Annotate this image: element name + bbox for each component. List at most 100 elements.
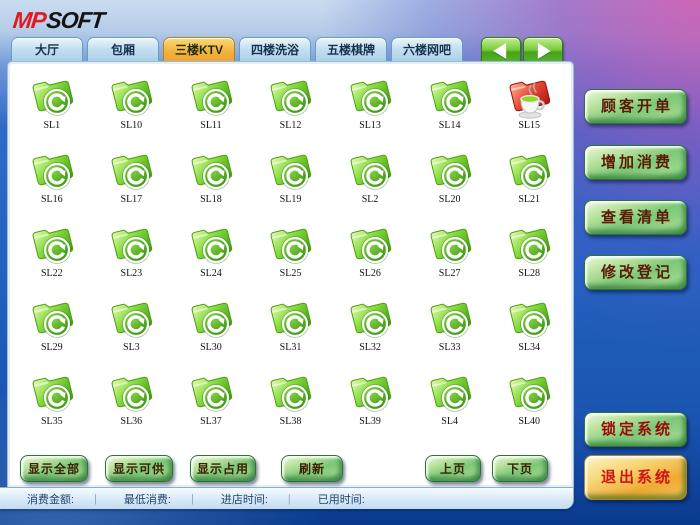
room-label: SL38 [279,416,302,427]
room-SL32[interactable]: SL32 [330,296,410,370]
room-label: SL25 [279,268,302,279]
floor-tab-bar: 大厅 包厢 三楼KTV 四楼洗浴 五楼棋牌 六楼网吧 [11,37,463,63]
prev-page-button[interactable]: 上页 [425,455,481,482]
room-SL24[interactable]: SL24 [171,222,251,296]
room-SL12[interactable]: SL12 [251,74,331,148]
green-refresh-folder-icon [107,222,155,268]
status-separator: | [287,492,291,505]
status-field-4: 已用时间: [317,493,365,506]
room-SL35[interactable]: SL35 [12,370,92,444]
next-page-button[interactable]: 下页 [492,455,548,482]
room-SL28[interactable]: SL28 [489,222,569,296]
green-refresh-folder-icon [346,222,394,268]
room-label: SL12 [279,120,302,131]
room-label: SL18 [200,194,222,205]
room-label: SL36 [120,416,143,427]
room-SL15[interactable]: SL15 [489,74,569,148]
status-separator: | [190,492,194,505]
room-grid: SL1 SL10 SL11 SL12 SL13 SL14 SL15 SL16 SL17 SL18 S… [12,74,569,444]
green-refresh-folder-icon [346,370,394,416]
room-label: SL21 [518,194,541,205]
green-refresh-folder-icon [266,222,314,268]
room-label: SL30 [200,342,222,353]
room-SL33[interactable]: SL33 [410,296,490,370]
refresh-button[interactable]: 刷新 [281,455,343,482]
green-refresh-folder-icon [28,148,76,194]
green-refresh-folder-icon [505,148,553,194]
room-label: SL10 [120,120,143,131]
view-list-button[interactable]: 查看清单 [584,200,687,235]
room-label: SL4 [441,416,458,427]
show-occupied-button[interactable]: 显示占用 [190,455,256,482]
green-refresh-folder-icon [505,370,553,416]
room-SL26[interactable]: SL26 [330,222,410,296]
room-SL22[interactable]: SL22 [12,222,92,296]
lock-system-button[interactable]: 锁定系统 [584,412,687,447]
green-refresh-folder-icon [187,148,235,194]
green-refresh-folder-icon [187,222,235,268]
room-label: SL20 [438,194,461,205]
room-SL19[interactable]: SL19 [251,148,331,222]
status-field-2: 最低消费: [123,493,171,506]
tab-大厅[interactable]: 大厅 [11,37,83,63]
green-refresh-folder-icon [187,74,235,120]
room-label: SL24 [200,268,222,279]
room-label: SL23 [120,268,143,279]
green-refresh-folder-icon [266,74,314,120]
tab-六楼网吧[interactable]: 六楼网吧 [391,37,463,63]
room-SL20[interactable]: SL20 [410,148,490,222]
customer-order-button[interactable]: 顾客开单 [584,89,687,124]
room-SL39[interactable]: SL39 [330,370,410,444]
green-refresh-folder-icon [346,296,394,342]
room-label: SL14 [438,120,461,131]
room-SL1[interactable]: SL1 [12,74,92,148]
room-SL23[interactable]: SL23 [92,222,172,296]
room-SL4[interactable]: SL4 [410,370,490,444]
room-label: SL26 [359,268,381,279]
status-field-1: 消费金额: [27,493,75,506]
show-free-button[interactable]: 显示可供 [105,455,173,482]
tab-包厢[interactable]: 包厢 [87,37,159,63]
room-SL21[interactable]: SL21 [489,148,569,222]
room-SL34[interactable]: SL34 [489,296,569,370]
tab-四楼洗浴[interactable]: 四楼洗浴 [239,37,311,63]
green-refresh-folder-icon [266,148,314,194]
room-SL38[interactable]: SL38 [251,370,331,444]
tab-五楼棋牌[interactable]: 五楼棋牌 [315,37,387,63]
room-SL40[interactable]: SL40 [489,370,569,444]
show-all-button[interactable]: 显示全部 [20,455,88,482]
room-SL27[interactable]: SL27 [410,222,490,296]
room-SL2[interactable]: SL2 [330,148,410,222]
right-arrow-icon [537,43,551,59]
room-SL25[interactable]: SL25 [251,222,331,296]
room-SL18[interactable]: SL18 [171,148,251,222]
prev-tab-button[interactable] [481,37,521,65]
room-SL10[interactable]: SL10 [92,74,172,148]
room-SL14[interactable]: SL14 [410,74,490,148]
exit-system-button[interactable]: 退出系统 [584,455,687,500]
green-refresh-folder-icon [107,370,155,416]
green-refresh-folder-icon [266,296,314,342]
modify-registration-button[interactable]: 修改登记 [584,255,687,290]
green-refresh-folder-icon [107,148,155,194]
next-tab-button[interactable] [523,37,563,65]
room-SL13[interactable]: SL13 [330,74,410,148]
room-SL29[interactable]: SL29 [12,296,92,370]
green-refresh-folder-icon [107,296,155,342]
green-refresh-folder-icon [266,370,314,416]
tab-三楼KTV[interactable]: 三楼KTV [163,37,235,63]
room-SL11[interactable]: SL11 [171,74,251,148]
room-label: SL19 [279,194,302,205]
room-SL17[interactable]: SL17 [92,148,172,222]
room-SL16[interactable]: SL16 [12,148,92,222]
room-SL3[interactable]: SL3 [92,296,172,370]
add-consumption-button[interactable]: 增加消费 [584,145,687,180]
status-field-3: 进店时间: [220,493,268,506]
room-SL31[interactable]: SL31 [251,296,331,370]
room-SL30[interactable]: SL30 [171,296,251,370]
room-label: SL17 [120,194,143,205]
room-SL36[interactable]: SL36 [92,370,172,444]
room-label: SL22 [40,268,63,279]
room-SL37[interactable]: SL37 [171,370,251,444]
